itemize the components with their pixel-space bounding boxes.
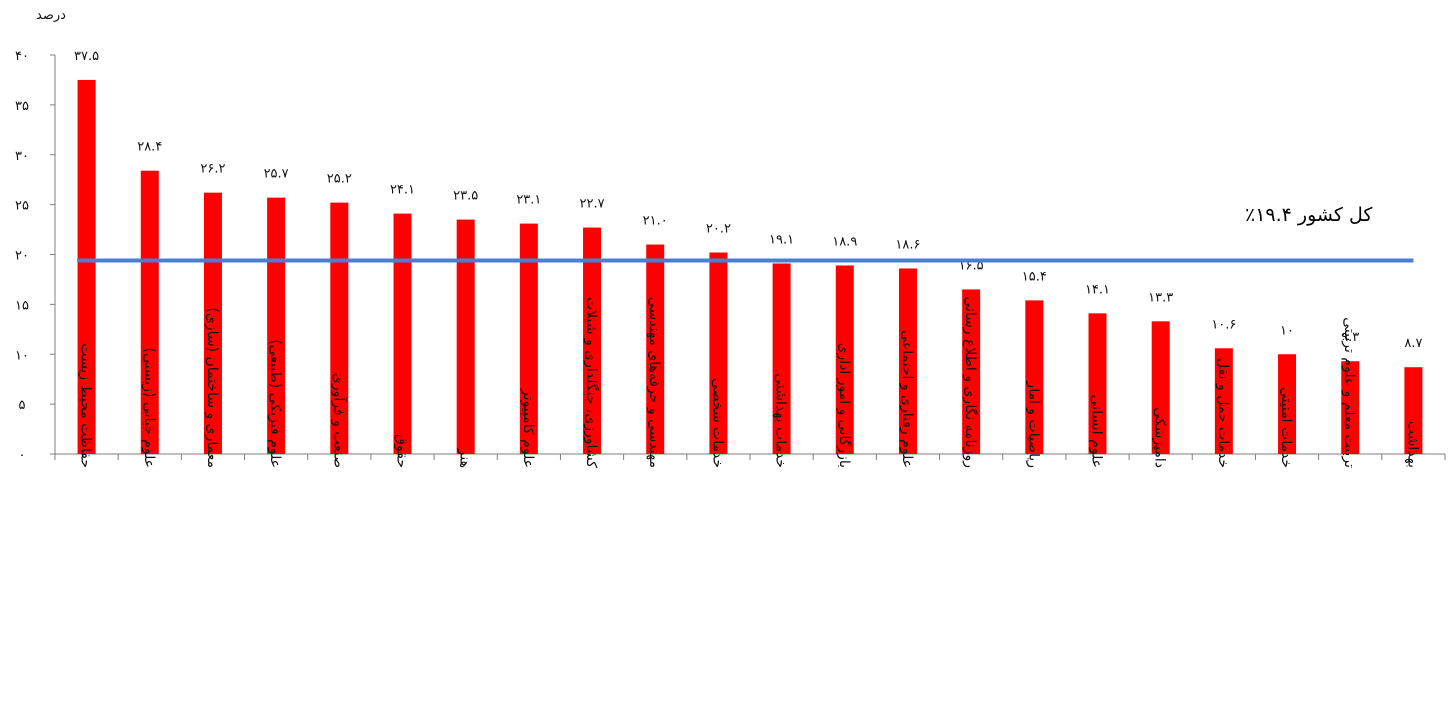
bar-value-label: ۲۲.۷ — [579, 197, 604, 212]
bar — [898, 268, 917, 454]
y-tick-label: ۴۰ — [15, 49, 29, 64]
bar-value-label: ۲۳.۵ — [453, 189, 478, 204]
bar-value-label: ۱۰ — [1280, 323, 1294, 338]
y-axis-unit-label: درصد — [36, 8, 66, 23]
bar — [772, 263, 791, 454]
category-label: صنعت و فرآوری — [330, 373, 347, 468]
bar — [330, 202, 349, 454]
bar-value-label: ۲۳.۱ — [516, 193, 541, 208]
bar-value-label: ۱۵.۴ — [1022, 269, 1047, 284]
bar-value-label: ۱۳.۳ — [1148, 290, 1173, 305]
bar — [1404, 367, 1423, 454]
y-tick-label: ۵ — [19, 398, 26, 413]
y-tick-label: ۱۵ — [15, 298, 29, 313]
category-label: خدمات بهداشتی — [773, 373, 789, 468]
category-label: کشاورزی، جنگلداری و شیلات — [583, 297, 600, 468]
category-label: خدمات امنیتی — [1278, 387, 1294, 468]
category-label: بازرگانی و امور اداری — [836, 343, 853, 468]
bar-value-label: ۱۸.۶ — [895, 237, 920, 252]
bar — [519, 223, 538, 454]
category-label: ریاضیات و آمار — [1025, 380, 1042, 468]
category-label: حقوق — [394, 434, 410, 468]
y-tick-label: ۱۰ — [15, 348, 29, 363]
category-label: علوم حیاتی (زیستی) — [141, 348, 157, 468]
bar — [835, 265, 854, 454]
bar — [1025, 300, 1044, 454]
bar-value-label: ۸.۷ — [1404, 336, 1422, 351]
bar-value-label: ۹.۳ — [1341, 330, 1359, 345]
bar — [456, 219, 475, 454]
bar — [203, 192, 222, 454]
y-tick-label: ۲۰ — [15, 249, 29, 264]
category-label: خدمات حمل و نقل — [1215, 358, 1231, 468]
y-tick-label: ۰ — [19, 448, 26, 463]
reference-line-label: کل کشور ۱۹.۴٪ — [1245, 204, 1373, 226]
category-label: بهداشت — [1404, 421, 1420, 468]
bar — [77, 79, 96, 454]
category-label: هنر — [457, 448, 473, 468]
y-tick-label: ۲۵ — [15, 199, 29, 214]
bar-value-label: ۲۱.۰ — [643, 214, 668, 229]
category-label: علوم فیزیکی (طبیعی) — [267, 339, 283, 468]
bar — [709, 252, 728, 454]
bar — [140, 170, 159, 454]
category-label: علوم رفتاری و اجتماعی — [899, 330, 915, 468]
bar — [1151, 321, 1170, 454]
bar-value-label: ۲۵.۷ — [264, 167, 289, 182]
category-label: معماری و ساختمان (سازی) — [204, 307, 220, 468]
bar-value-label: ۲۶.۲ — [200, 162, 225, 177]
category-label: علوم انسانی — [1089, 395, 1105, 468]
bar-value-label: ۲۴.۱ — [390, 183, 415, 198]
bar — [962, 289, 981, 454]
bar — [1278, 354, 1297, 454]
bar-value-label: ۲۵.۲ — [327, 172, 352, 187]
bar — [1341, 361, 1360, 454]
category-label: علوم کامپیوتر — [520, 388, 536, 468]
category-label: دامپزشکی — [1152, 407, 1168, 468]
bar — [583, 227, 602, 454]
bar — [1088, 313, 1107, 454]
bar-value-label: ۲۰.۲ — [706, 222, 731, 237]
category-label: حفاظت محیط زیست — [78, 343, 94, 468]
bar-value-label: ۱۹.۱ — [769, 232, 794, 247]
category-label: مهندسی و حرفه‌های مهندسی — [646, 297, 662, 468]
bar — [1214, 348, 1233, 454]
bar — [646, 244, 665, 454]
bar-value-label: ۲۸.۴ — [137, 140, 162, 155]
category-label: تربیت معلم و علوم تربیتی — [1341, 317, 1357, 468]
category-label: خدمات شخصی — [709, 378, 725, 468]
bar-value-label: ۱۴.۱ — [1085, 282, 1110, 297]
y-tick-label: ۳۵ — [15, 99, 29, 114]
category-label: روزنامه نگاری و اطلاع رسانی — [962, 296, 979, 468]
bar-value-label: ۱۰.۶ — [1211, 317, 1236, 332]
y-tick-label: ۳۰ — [15, 149, 29, 164]
bar-value-label: ۱۸.۹ — [832, 234, 857, 249]
bar-value-label: ۳۷.۵ — [74, 49, 99, 64]
bar — [393, 213, 412, 454]
